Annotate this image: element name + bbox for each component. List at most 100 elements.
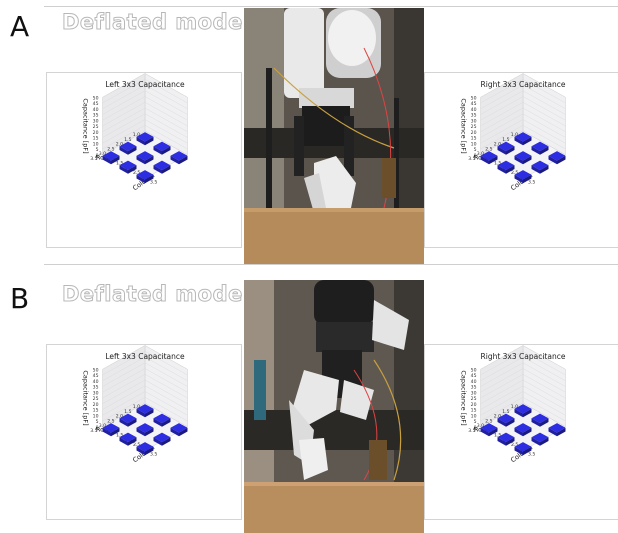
gridline (480, 362, 566, 387)
gridline (480, 84, 566, 109)
capacitance-bar (548, 151, 566, 165)
right-capacitance-chart: 0 5 10 15 20 25 30 35 40 45 50 1.0 1.5 2.0 2.5 3.0 3.5 1.… (424, 344, 618, 520)
z-tick-label: 30 (93, 118, 99, 124)
z-tick-label: 35 (93, 113, 99, 119)
capacitance-bar (548, 423, 566, 437)
z-tick-label: 5 (474, 419, 477, 425)
capacitance-bar (531, 141, 549, 155)
z-tick-label: 15 (471, 408, 477, 414)
z-tick-label: 15 (93, 136, 99, 142)
gridline (480, 96, 566, 121)
capacitance-bar (531, 160, 549, 174)
row-tick-label: 3.0 (477, 151, 484, 157)
col-tick-label: 2.5 (133, 442, 140, 448)
capacitance-bar (153, 413, 171, 427)
col-tick-label: 1.5 (116, 433, 123, 439)
row-tick-label: 2.5 (107, 146, 114, 152)
z-tick-label: 35 (471, 113, 477, 119)
z-tick-label: 20 (93, 402, 99, 408)
z-tick-label: 5 (96, 419, 99, 425)
row-tick-label: 1.0 (511, 132, 518, 138)
gridline (102, 397, 188, 422)
col-tick-label: 3.5 (150, 452, 157, 458)
robot-gripper-photo (244, 280, 424, 533)
panel-divider (44, 264, 618, 265)
row-tick-label: 3.0 (99, 151, 106, 157)
gridline (102, 379, 188, 404)
gridline (480, 345, 566, 370)
gridline (102, 84, 188, 109)
capacitance-bar (497, 413, 515, 427)
z-tick-label: 50 (471, 95, 477, 101)
row-tick-label: 1.0 (133, 132, 140, 138)
row-tick-label: 2.5 (107, 418, 114, 424)
z-tick-label: 50 (93, 95, 99, 101)
z-tick-label: 0 (474, 425, 477, 431)
z-axis-label: Capacitance [pF] (460, 98, 468, 153)
capacitance-bar (480, 151, 498, 165)
col-tick-label: 1.5 (494, 433, 501, 439)
capacitance-bar (514, 132, 532, 146)
z-tick-label: 45 (471, 373, 477, 379)
z-tick-label: 20 (93, 130, 99, 136)
z-tick-label: 15 (471, 136, 477, 142)
left-capacitance-chart: 0 5 10 15 20 25 30 35 40 45 50 1.0 1.5 2.0 2.5 3.0 3.5 1.… (46, 344, 242, 520)
right-capacitance-chart: 0 5 10 15 20 25 30 35 40 45 50 1.0 1.5 2.0 2.5 3.0 3.5 1.… (424, 72, 618, 248)
gridline (480, 102, 566, 127)
gridline (102, 96, 188, 121)
capacitance-bar (531, 413, 549, 427)
z-tick-label: 25 (93, 396, 99, 402)
gridline (480, 379, 566, 404)
capacitance-bar (102, 151, 120, 165)
chart-title: Left 3x3 Capacitance (105, 352, 185, 361)
gridline (480, 368, 566, 393)
gridline (480, 113, 566, 138)
capacitance-bar (136, 442, 154, 456)
mode-title: Deflated mode: (62, 10, 252, 35)
capacitance-bar (497, 432, 515, 446)
gridline (480, 356, 566, 381)
z-tick-label: 10 (93, 141, 99, 147)
capacitance-bar (514, 404, 532, 418)
row-tick-label: 1.5 (124, 137, 131, 143)
capacitance-bar (119, 432, 137, 446)
z-tick-label: 35 (93, 385, 99, 391)
row-tick-label: 1.0 (511, 404, 518, 410)
capacitance-bar (153, 160, 171, 174)
gridline (102, 385, 188, 410)
gridline (480, 391, 566, 416)
col-tick-label: 2.5 (133, 170, 140, 176)
z-tick-label: 5 (474, 147, 477, 153)
z-tick-label: 40 (471, 379, 477, 385)
row-tick-label: 1.5 (124, 409, 131, 415)
z-tick-label: 10 (471, 141, 477, 147)
z-tick-label: 35 (471, 385, 477, 391)
gridline (102, 79, 188, 104)
chart-title: Right 3x3 Capacitance (480, 352, 566, 361)
gridline (480, 402, 566, 427)
row-tick-label: 1.5 (502, 137, 509, 143)
z-tick-label: 40 (471, 107, 477, 113)
capacitance-bar (119, 413, 137, 427)
gridline (480, 73, 566, 98)
z-axis-label: Capacitance [pF] (82, 98, 90, 153)
panel-a: A Deflated mode: 0 5 10 15 20 25 30 35 40 45 50 1.0… (0, 0, 618, 266)
z-axis-label: Capacitance [pF] (460, 370, 468, 425)
z-tick-label: 45 (471, 101, 477, 107)
gridline (102, 368, 188, 393)
row-tick-label: 3.0 (477, 423, 484, 429)
robot-gripper-photo (244, 8, 424, 264)
gridline (102, 351, 188, 376)
gridline (102, 356, 188, 381)
col-tick-label: 3.5 (528, 180, 535, 186)
chart-canvas: 051015202530354045501.01.52.02.53.03.51.… (460, 73, 567, 192)
capacitance-bar (153, 432, 171, 446)
gridline (480, 79, 566, 104)
z-tick-label: 15 (93, 408, 99, 414)
z-tick-label: 10 (471, 413, 477, 419)
gridline (102, 130, 188, 155)
z-tick-label: 5 (96, 147, 99, 153)
gridline (102, 345, 188, 370)
capacitance-bar (514, 423, 532, 437)
row-tick-label: 1.0 (133, 404, 140, 410)
